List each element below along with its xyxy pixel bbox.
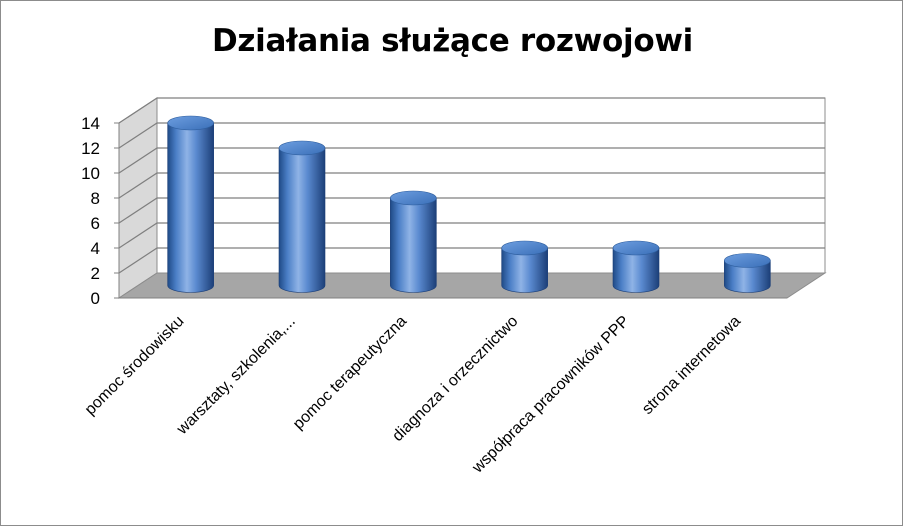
chart-title: Działania służące rozwojowi [212,23,693,59]
bar-body [612,247,660,293]
gridline [118,97,825,124]
bar-cap [501,240,548,256]
chart-gridlines [118,97,825,299]
gridline [118,122,825,149]
bar [724,253,771,293]
bar-body [501,247,548,293]
bar [612,240,660,293]
bar-cap [167,115,214,131]
x-tick-label: pomoc terapeutyczna [290,313,410,433]
floor [117,272,827,299]
bar-body [167,122,214,293]
bar-body [724,260,771,293]
gridline [118,222,825,249]
y-axis-ticks: 0 2 4 6 8 10 12 14 [81,114,119,308]
x-tick-label: pomoc środowisku [82,313,188,419]
chart-bars [167,115,771,293]
y-tick-label: 0 [91,289,100,308]
y-tick-label: 8 [91,189,100,208]
y-tick-label: 14 [81,114,100,133]
side-wall [118,97,158,299]
gridline [118,147,825,174]
y-tick-label: 4 [91,239,100,258]
bar-cap [724,253,771,268]
y-tick-label: 2 [91,264,100,283]
bar [167,115,214,293]
bar-cap [390,190,437,206]
y-tick-label: 6 [91,214,100,233]
x-tick-label: strona internetowa [639,313,744,418]
back-wall [156,97,826,274]
bar-body [390,197,437,293]
bar [390,190,437,293]
y-tick-label: 12 [81,139,100,158]
x-tick-label: warsztaty, szkolenia,... [173,313,299,439]
bar-cap [278,140,326,156]
y-tick-label: 10 [81,164,100,183]
x-tick-label: diagnoza i orzecznictwo [389,313,521,445]
gridline [118,172,825,199]
bar-body [278,147,326,293]
bar-cap [612,240,660,256]
bar [278,140,326,293]
bar [501,240,548,293]
gridline [118,247,825,274]
gridline [118,197,825,224]
